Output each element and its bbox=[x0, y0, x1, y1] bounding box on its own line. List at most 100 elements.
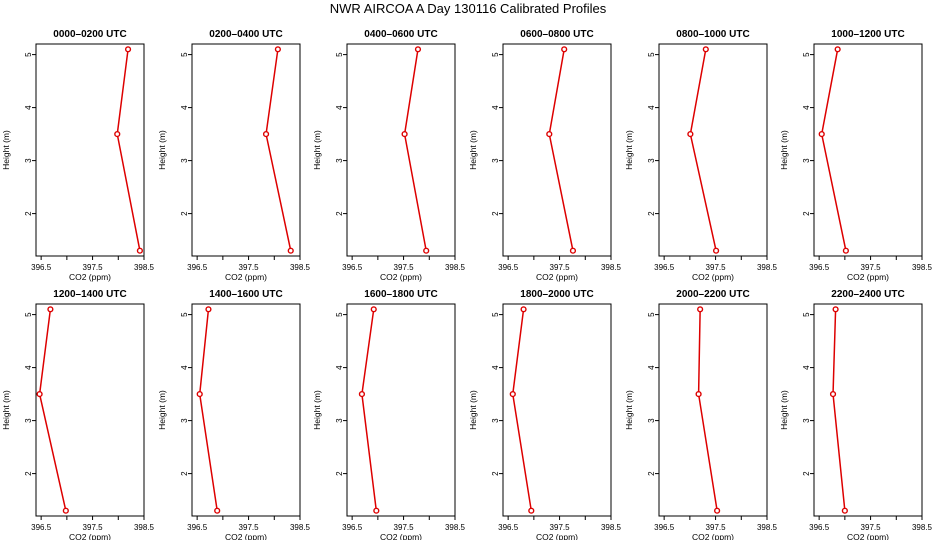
x-tick-label: 397.5 bbox=[394, 263, 415, 272]
profile-line bbox=[697, 309, 718, 511]
plot-frame bbox=[346, 303, 456, 517]
data-point bbox=[561, 46, 568, 53]
data-point bbox=[262, 131, 270, 138]
x-tick-label: 396.5 bbox=[654, 523, 675, 532]
plot-frame bbox=[346, 43, 456, 257]
y-axis-label: Height (m) bbox=[157, 390, 167, 430]
x-tick-label: 397.5 bbox=[706, 263, 727, 272]
profile-panel: 1000–1200 UTC 396.5 397.5 398.5 CO2 (ppm) 2 3 4… bbox=[779, 29, 933, 282]
panel-title: 0600–0800 UTC bbox=[520, 29, 593, 40]
y-tick-label: 5 bbox=[647, 312, 656, 317]
data-point bbox=[287, 247, 294, 254]
panel-title: 1200–1400 UTC bbox=[53, 289, 126, 300]
y-axis-label: Height (m) bbox=[779, 130, 789, 170]
data-point bbox=[370, 306, 377, 313]
plot-frame bbox=[658, 43, 768, 257]
y-tick-label: 4 bbox=[24, 365, 33, 370]
plot-frame bbox=[813, 43, 923, 257]
x-tick-label: 397.5 bbox=[83, 263, 104, 272]
y-axis-label: Height (m) bbox=[468, 390, 478, 430]
y-tick-label: 3 bbox=[647, 158, 656, 163]
data-point bbox=[818, 131, 825, 138]
plot-frame bbox=[502, 43, 612, 257]
y-axis-label: Height (m) bbox=[157, 130, 167, 170]
x-tick-label: 398.5 bbox=[445, 523, 466, 532]
y-tick-label: 3 bbox=[24, 418, 33, 423]
data-point bbox=[36, 391, 43, 398]
x-axis-label: CO2 (ppm) bbox=[225, 532, 267, 540]
x-tick-label: 398.5 bbox=[912, 523, 933, 532]
plot-frame bbox=[502, 303, 612, 517]
x-tick-label: 396.5 bbox=[342, 523, 363, 532]
y-tick-label: 2 bbox=[24, 471, 33, 476]
profile-panel: 1200–1400 UTC 396.5 397.5 398.5 CO2 (ppm) 2 3 4… bbox=[1, 289, 155, 540]
x-axis-label: CO2 (ppm) bbox=[69, 272, 111, 282]
profile-panel: 0800–1000 UTC 396.5 397.5 398.5 CO2 (ppm) 2 3 4… bbox=[624, 29, 778, 282]
x-tick-label: 396.5 bbox=[31, 263, 52, 272]
data-point bbox=[841, 507, 848, 514]
panel-title: 1000–1200 UTC bbox=[831, 29, 904, 40]
panel-title: 0400–0600 UTC bbox=[364, 29, 437, 40]
y-tick-label: 2 bbox=[802, 211, 811, 216]
y-tick-label: 4 bbox=[180, 365, 189, 370]
plot-frame bbox=[35, 303, 145, 517]
profile-line bbox=[832, 309, 846, 511]
x-tick-label: 397.5 bbox=[550, 523, 571, 532]
y-tick-label: 5 bbox=[491, 52, 500, 57]
x-axis-label: CO2 (ppm) bbox=[225, 272, 267, 282]
y-tick-label: 2 bbox=[180, 471, 189, 476]
x-tick-label: 398.5 bbox=[912, 263, 933, 272]
x-tick-label: 397.5 bbox=[861, 523, 882, 532]
x-tick-label: 398.5 bbox=[134, 523, 155, 532]
data-point bbox=[546, 131, 553, 138]
x-axis-label: CO2 (ppm) bbox=[380, 532, 422, 540]
data-point bbox=[829, 391, 837, 398]
data-point bbox=[528, 507, 535, 514]
plot-frame bbox=[813, 303, 923, 517]
y-tick-label: 5 bbox=[24, 312, 33, 317]
profile-panel: 0400–0600 UTC 396.5 397.5 398.5 CO2 (ppm) 2 3 4… bbox=[312, 29, 466, 282]
y-tick-label: 4 bbox=[647, 365, 656, 370]
y-tick-label: 3 bbox=[802, 418, 811, 423]
x-axis-label: CO2 (ppm) bbox=[380, 272, 422, 282]
data-point bbox=[697, 306, 704, 313]
data-point bbox=[714, 507, 721, 514]
profile-line bbox=[361, 309, 378, 511]
data-point bbox=[214, 507, 221, 514]
x-axis-label: CO2 (ppm) bbox=[847, 532, 889, 540]
data-point bbox=[712, 247, 720, 254]
profile-panel: 1400–1600 UTC 396.5 397.5 398.5 CO2 (ppm) 2 3 4… bbox=[157, 289, 311, 540]
profile-panel: 0600–0800 UTC 396.5 397.5 398.5 CO2 (ppm) 2 3 4… bbox=[468, 29, 622, 282]
y-axis-label: Height (m) bbox=[624, 130, 634, 170]
data-point bbox=[509, 391, 516, 398]
y-axis-label: Height (m) bbox=[312, 390, 322, 430]
y-tick-label: 3 bbox=[647, 418, 656, 423]
data-point bbox=[401, 131, 408, 138]
y-tick-label: 2 bbox=[491, 471, 500, 476]
data-point bbox=[373, 507, 380, 514]
data-point bbox=[569, 247, 577, 254]
panel-title: 1800–2000 UTC bbox=[520, 289, 593, 300]
profile-panel: 2000–2200 UTC 396.5 397.5 398.5 CO2 (ppm) 2 3 4… bbox=[624, 289, 778, 540]
x-tick-label: 396.5 bbox=[187, 523, 208, 532]
data-point bbox=[136, 247, 143, 254]
data-point bbox=[47, 306, 54, 313]
profile-panel: 2200–2400 UTC 396.5 397.5 398.5 CO2 (ppm) 2 3 4… bbox=[779, 289, 933, 540]
x-axis-label: CO2 (ppm) bbox=[692, 272, 734, 282]
x-tick-label: 397.5 bbox=[83, 523, 104, 532]
x-tick-label: 397.5 bbox=[861, 263, 882, 272]
y-tick-label: 3 bbox=[491, 418, 500, 423]
profile-line bbox=[820, 49, 847, 251]
x-tick-label: 396.5 bbox=[498, 263, 519, 272]
y-axis-label: Height (m) bbox=[624, 390, 634, 430]
x-axis-label: CO2 (ppm) bbox=[536, 532, 578, 540]
plot-frame bbox=[191, 303, 301, 517]
y-tick-label: 5 bbox=[802, 52, 811, 57]
profile-line bbox=[116, 49, 141, 251]
y-axis-label: Height (m) bbox=[312, 130, 322, 170]
data-point bbox=[423, 247, 430, 254]
profile-panel: 1800–2000 UTC 396.5 397.5 398.5 CO2 (ppm) 2 3 4… bbox=[468, 289, 622, 540]
plot-frame bbox=[658, 303, 768, 517]
x-tick-label: 396.5 bbox=[342, 263, 363, 272]
panel-title: 2200–2400 UTC bbox=[831, 289, 904, 300]
